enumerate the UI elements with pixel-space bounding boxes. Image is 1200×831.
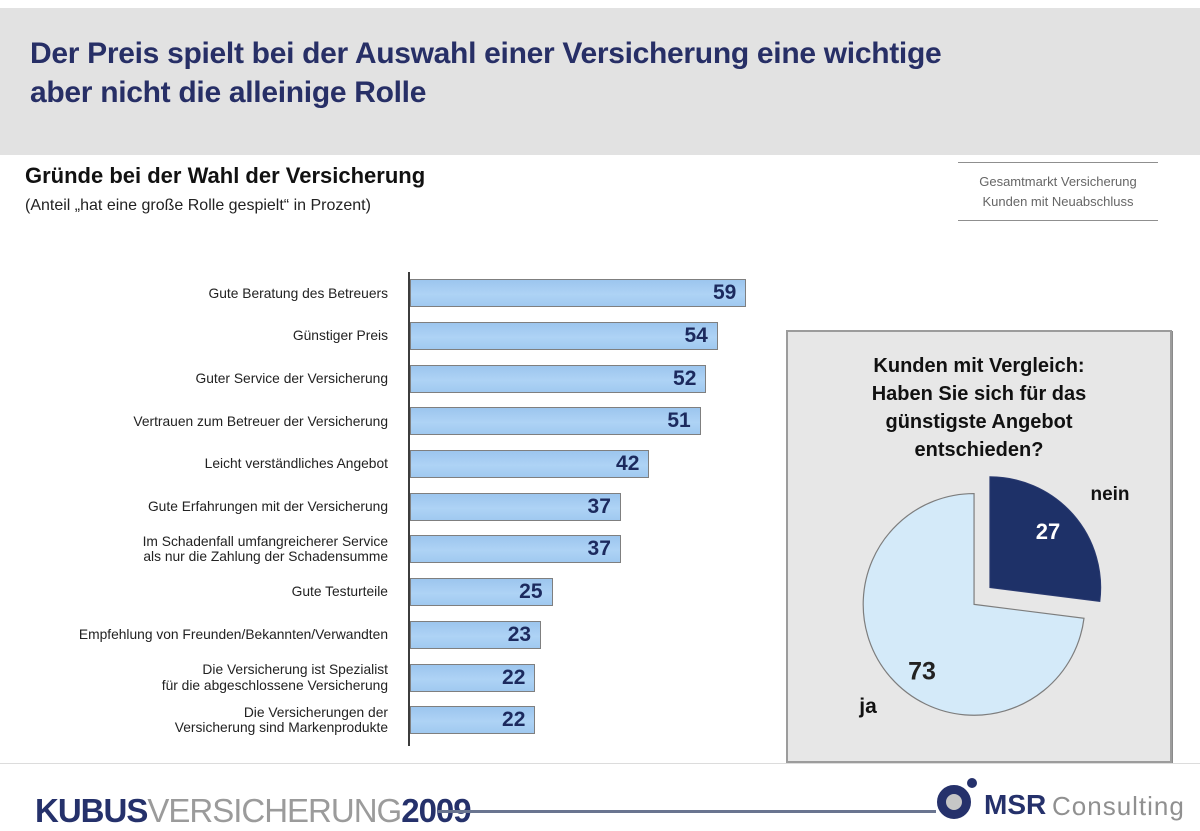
bar-value: 22 [502, 665, 526, 689]
bar-chart-axis [408, 272, 410, 746]
msr-logo-text: MSR [984, 789, 1047, 820]
bar: 22 [410, 663, 536, 692]
slide-title: Der Preis spielt bei der Auswahl einer V… [30, 37, 942, 109]
bar-row: Gute Beratung des Betreuers 59 [0, 272, 780, 315]
bar-category-label: Leicht verständliches Angebot [204, 456, 388, 472]
bar-value: 22 [502, 708, 526, 732]
kubus-brand: KUBUSVERSICHERUNG2009 [35, 792, 472, 830]
bar-category-label: Empfehlung von Freunden/Bekannten/Verwan… [78, 627, 388, 643]
bar-value: 37 [587, 494, 611, 518]
chart-subheading: (Anteil „hat eine große Rolle gespielt“ … [25, 197, 371, 214]
bar: 23 [410, 620, 542, 649]
bar-category-label: Die Versicherung ist Spezialist für die … [161, 662, 388, 693]
bar: 51 [410, 407, 701, 436]
brand-kubus: KUBUS [35, 792, 148, 829]
bar-category-label: Im Schadenfall umfangreicherer Service a… [142, 533, 388, 565]
bar: 52 [410, 364, 707, 393]
bar-category-label: Vertrauen zum Betreuer der Versicherung [133, 413, 388, 429]
pie-label-ja: ja [859, 695, 877, 718]
bar-category-label: Günstiger Preis [292, 328, 388, 344]
bar-row: Leicht verständliches Angebot 42 [0, 443, 780, 486]
bar: 54 [410, 322, 718, 351]
bar-category-label: Gute Beratung des Betreuers [208, 285, 388, 301]
bar-value: 42 [616, 452, 640, 476]
bar-chart: Gute Beratung des Betreuers 59 Günstiger P… [0, 272, 780, 742]
brand-rule [438, 810, 936, 813]
bar-row: Gute Testurteile 25 [0, 571, 780, 614]
bar-value: 52 [673, 366, 697, 390]
bar-value: 59 [712, 281, 737, 305]
bar-category-label: Guter Service der Versicherung [195, 370, 388, 386]
bar: 37 [410, 535, 621, 564]
pie-title: Kunden mit Vergleich: Haben Sie sich für… [871, 355, 1087, 461]
bar-value: 51 [667, 409, 691, 433]
bar: 37 [410, 492, 621, 521]
bar: 42 [410, 450, 650, 479]
bar-value: 37 [587, 537, 611, 561]
bar-row: Die Versicherung ist Spezialist für die … [0, 656, 780, 699]
pie-chart [862, 476, 1102, 716]
bar-row: Im Schadenfall umfangreicherer Service a… [0, 528, 780, 571]
pie-panel: Kunden mit Vergleich: Haben Sie sich für… [786, 330, 1172, 763]
bar-value: 54 [684, 324, 708, 348]
bar-row: Guter Service der Versicherung 52 [0, 357, 780, 400]
chart-heading: Gründe bei der Wahl der Versicherung [25, 163, 426, 188]
scope-note: Gesamtmarkt Versicherung Kunden mit Neua… [958, 162, 1158, 221]
pie-label-nein: nein [1090, 484, 1130, 505]
bar-row: Gute Erfahrungen mit der Versicherung 37 [0, 485, 780, 528]
header-band: Der Preis spielt bei der Auswahl einer V… [0, 8, 1200, 155]
bar-row: Günstiger Preis 54 [0, 315, 780, 358]
brand-versicherung: VERSICHERUNG [147, 792, 402, 829]
bar-category-label: Gute Erfahrungen mit der Versicherung [147, 499, 388, 515]
bar: 22 [410, 706, 536, 735]
bar-row: Vertrauen zum Betreuer der Versicherung 5… [0, 400, 780, 443]
bar: 25 [410, 578, 553, 607]
bar-value: 25 [519, 580, 543, 604]
footer-separator [0, 763, 1200, 764]
bar: 59 [410, 279, 747, 308]
pie-value-ja: 73 [908, 657, 936, 686]
msr-logo-icon [937, 778, 977, 819]
bar-row: Empfehlung von Freunden/Bekannten/Verwan… [0, 614, 780, 657]
bar-row: Die Versicherungen der Versicherung sind… [0, 699, 780, 742]
consulting-logo-text: Consulting [1052, 791, 1185, 821]
bar-category-label: Gute Testurteile [291, 584, 388, 600]
pie-slice-nein [989, 476, 1102, 602]
pie-slice-ja [862, 492, 1085, 716]
bar-value: 23 [507, 622, 532, 646]
pie-value-nein: 27 [1035, 519, 1061, 544]
bar-category-label: Die Versicherungen der Versicherung sind… [174, 704, 388, 736]
